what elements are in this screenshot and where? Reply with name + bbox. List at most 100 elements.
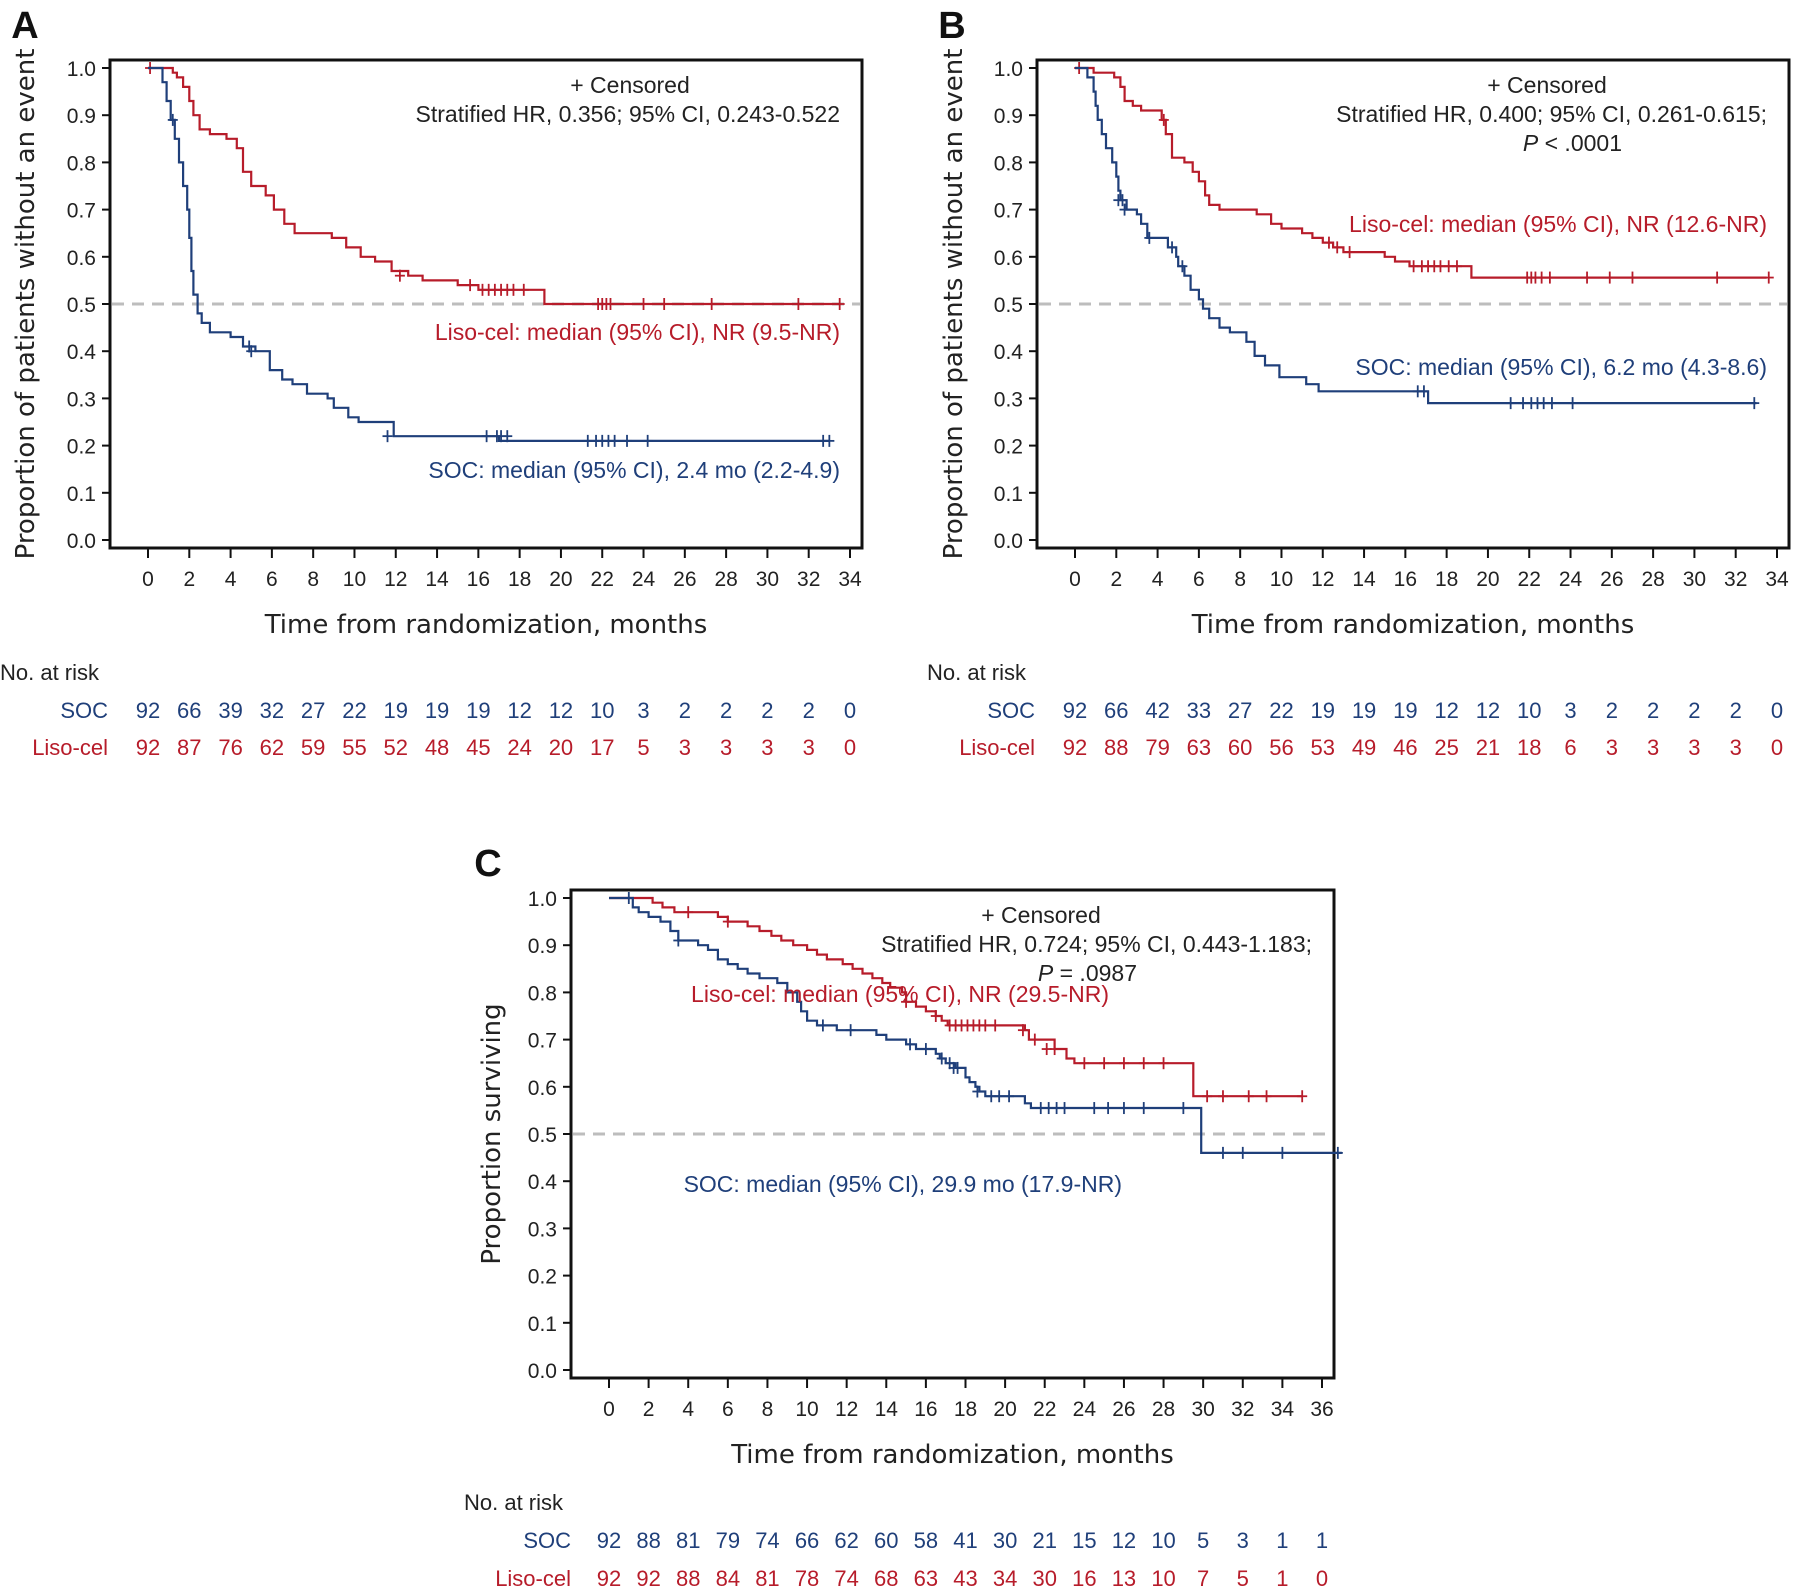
risk-value-soc: 19 xyxy=(425,698,449,723)
risk-value-liso-cel: 1 xyxy=(1276,1566,1288,1591)
km-curve-liso-cel xyxy=(1075,66,1767,279)
risk-value-soc: 0 xyxy=(1771,698,1783,723)
censor-mark-liso-cel xyxy=(1017,1024,1028,1037)
y-tick-label: 0.3 xyxy=(994,388,1023,411)
risk-value-liso-cel: 63 xyxy=(1187,735,1211,760)
x-tick-label: 14 xyxy=(1352,568,1376,591)
risk-value-liso-cel: 56 xyxy=(1269,735,1293,760)
x-tick-label: 10 xyxy=(343,568,366,591)
y-tick-label: 0.5 xyxy=(67,294,96,317)
censor-mark-liso-cel xyxy=(1029,1033,1040,1046)
km-curve-soc xyxy=(148,66,830,442)
risk-value-liso-cel: 68 xyxy=(874,1566,898,1591)
censor-mark-liso-cel xyxy=(518,283,529,296)
panel-label: B xyxy=(938,5,965,47)
risk-value-liso-cel: 79 xyxy=(1145,735,1169,760)
risk-value-liso-cel: 3 xyxy=(1647,735,1659,760)
censor-mark-soc xyxy=(1059,1102,1070,1115)
risk-value-liso-cel: 17 xyxy=(590,735,614,760)
risk-value-soc: 3 xyxy=(637,698,649,723)
risk-value-soc: 30 xyxy=(993,1528,1017,1553)
risk-value-liso-cel: 92 xyxy=(136,735,160,760)
risk-value-soc: 19 xyxy=(1352,698,1376,723)
risk-value-soc: 12 xyxy=(507,698,531,723)
risk-value-soc: 2 xyxy=(1730,698,1742,723)
censor-mark-soc xyxy=(622,434,633,447)
x-tick-label: 10 xyxy=(795,1398,818,1421)
risk-row-label-soc: SOC xyxy=(987,698,1035,723)
risk-value-soc: 2 xyxy=(1606,698,1618,723)
risk-value-liso-cel: 45 xyxy=(466,735,490,760)
risk-value-soc: 10 xyxy=(1517,698,1541,723)
y-tick-label: 0.3 xyxy=(67,388,96,411)
censor-mark-soc xyxy=(845,1024,856,1037)
y-tick-label: 0.6 xyxy=(67,247,96,270)
risk-value-soc: 92 xyxy=(136,698,160,723)
risk-value-liso-cel: 92 xyxy=(636,1566,660,1591)
x-tick-label: 26 xyxy=(1112,1398,1135,1421)
x-tick-label: 0 xyxy=(142,568,154,591)
risk-value-soc: 12 xyxy=(1434,698,1458,723)
x-tick-label: 4 xyxy=(682,1398,694,1421)
risk-value-soc: 88 xyxy=(636,1528,660,1553)
x-tick-label: 0 xyxy=(1069,568,1081,591)
risk-table-title: No. at risk xyxy=(464,1490,564,1515)
x-tick-label: 24 xyxy=(1073,1398,1097,1421)
x-tick-label: 16 xyxy=(914,1398,937,1421)
y-tick-label: 0.7 xyxy=(994,200,1023,223)
censor-mark-liso-cel xyxy=(1582,271,1593,284)
risk-row-label-liso-cel: Liso-cel xyxy=(495,1566,571,1591)
y-axis-title: Proportion of patients without an event xyxy=(939,49,969,560)
x-tick-label: 28 xyxy=(1641,568,1664,591)
series-label-liso-cel: Liso-cel: median (95% CI), NR (29.5-NR) xyxy=(691,981,1109,1007)
y-tick-label: 0.3 xyxy=(528,1218,557,1241)
y-tick-label: 0.0 xyxy=(67,530,96,553)
risk-value-liso-cel: 21 xyxy=(1476,735,1500,760)
risk-row-label-soc: SOC xyxy=(523,1528,571,1553)
censor-mark-soc xyxy=(1089,1102,1100,1115)
p-value-text: = .0987 xyxy=(1053,960,1137,986)
x-tick-label: 8 xyxy=(307,568,319,591)
panel-label: A xyxy=(11,5,38,47)
censor-mark-liso-cel xyxy=(1158,1057,1169,1070)
risk-value-soc: 92 xyxy=(1063,698,1087,723)
risk-value-soc: 12 xyxy=(1476,698,1500,723)
risk-value-liso-cel: 76 xyxy=(218,735,242,760)
risk-value-soc: 2 xyxy=(1647,698,1659,723)
risk-value-soc: 66 xyxy=(177,698,201,723)
chart-panel-a: A0.00.10.20.30.40.50.60.70.80.91.00 2 4 6 8 1… xyxy=(0,5,864,760)
risk-value-liso-cel: 18 xyxy=(1517,735,1541,760)
risk-value-liso-cel: 92 xyxy=(1063,735,1087,760)
x-axis-title: Time from randomization, months xyxy=(264,610,708,640)
x-tick-label: 16 xyxy=(467,568,490,591)
censor-mark-soc xyxy=(673,934,684,947)
x-tick-label: 4 xyxy=(225,568,237,591)
p-value-symbol: P xyxy=(1038,960,1054,986)
x-tick-label: 2 xyxy=(1110,568,1122,591)
risk-value-soc: 2 xyxy=(803,698,815,723)
censor-mark-soc xyxy=(642,434,653,447)
censor-mark-liso-cel xyxy=(1202,1090,1213,1103)
x-tick-label: 4 xyxy=(1152,568,1164,591)
risk-value-liso-cel: 3 xyxy=(803,735,815,760)
y-axis-title: Proportion of patients without an event xyxy=(11,49,41,560)
risk-value-liso-cel: 60 xyxy=(1228,735,1252,760)
risk-value-soc: 3 xyxy=(1564,698,1576,723)
x-tick-label: 6 xyxy=(1193,568,1205,591)
risk-value-liso-cel: 34 xyxy=(993,1566,1017,1591)
y-tick-label: 0.6 xyxy=(994,247,1023,270)
y-axis-title: Proportion surviving xyxy=(477,1003,507,1264)
p-value-symbol: P xyxy=(1523,130,1539,156)
y-tick-label: 1.0 xyxy=(67,58,96,81)
risk-value-soc: 2 xyxy=(679,698,691,723)
censor-mark-soc xyxy=(817,1019,828,1032)
censor-mark-soc xyxy=(1277,1146,1288,1159)
censor-mark-liso-cel xyxy=(683,906,694,919)
censor-mark-liso-cel xyxy=(990,1019,1001,1032)
x-tick-label: 0 xyxy=(603,1398,615,1421)
censor-mark-liso-cel xyxy=(1118,1057,1129,1070)
risk-value-liso-cel: 84 xyxy=(716,1566,740,1591)
x-tick-label: 14 xyxy=(425,568,449,591)
x-tick-label: 22 xyxy=(1033,1398,1056,1421)
censor-mark-soc xyxy=(936,1052,947,1065)
